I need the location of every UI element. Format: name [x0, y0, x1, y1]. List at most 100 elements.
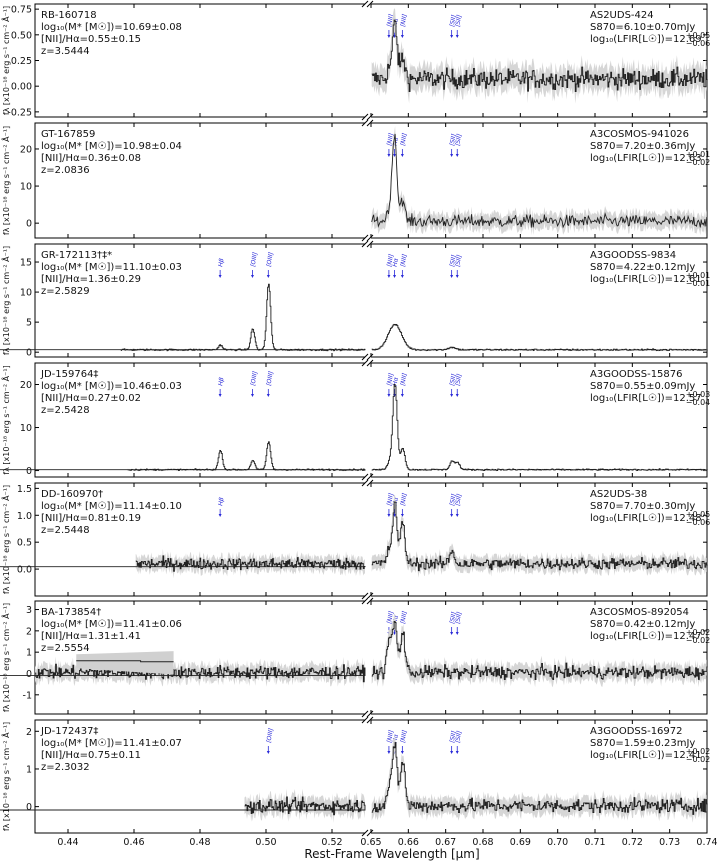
axis-break-mark [366, 0, 374, 8]
line-marker-label: [SII] [454, 373, 463, 387]
line-marker-head [266, 275, 270, 278]
line-marker-label: Hβ [217, 497, 225, 507]
x-axis-label: Rest-Frame Wavelength [μm] [304, 847, 479, 861]
fir-luminosity-upper: +0.01 [686, 150, 711, 159]
line-marker-head [266, 394, 270, 397]
axis-break-mark [366, 716, 374, 724]
y-tick-label: 10 [20, 423, 32, 434]
x-tick-label: 0.69 [510, 837, 531, 848]
y-tick-label: 1.5 [17, 484, 32, 495]
y-tick-label: 0 [26, 802, 32, 813]
line-marker-label: [SII] [449, 254, 458, 268]
fir-luminosity: log₁₀(LFIR[L☉])=12.57 [590, 393, 702, 404]
spectrum-line [371, 501, 708, 572]
y-tick-label: 3 [26, 605, 32, 616]
stellar-mass: log₁₀(M* [M☉])=11.14±0.10 [41, 501, 182, 512]
axis-break-gap [365, 717, 371, 723]
axis-break-mark [366, 234, 374, 242]
axis-break-mark [361, 234, 369, 242]
error-band [371, 494, 707, 578]
line-marker-label: [SII] [449, 611, 458, 625]
line-marker-label: [SII] [454, 254, 463, 268]
catalog-id: A3GOODSS-15876 [590, 369, 683, 380]
line-marker-head [387, 751, 391, 754]
axis-break-gap [365, 1, 371, 7]
line-marker-head [218, 514, 222, 517]
line-marker-head [450, 394, 454, 397]
axis-break-gap [365, 711, 371, 717]
line-marker-label: [NII] [399, 13, 408, 27]
y-tick-label: 0.00 [11, 82, 32, 93]
stellar-mass: log₁₀(M* [M☉])=11.10±0.03 [41, 262, 182, 273]
y-tick-label: 0 [26, 669, 32, 680]
nii-ratio: [NII]/Hα=1.31±1.41 [41, 631, 141, 642]
axis-break-mark [366, 240, 374, 248]
y-tick-label: 1.0 [17, 511, 32, 522]
x-tick-label: 0.52 [321, 837, 342, 848]
axis-break-mark [361, 710, 369, 718]
line-marker-label: [OIII] [265, 251, 275, 267]
y-tick-label: 0.75 [11, 5, 32, 16]
line-marker-head [455, 275, 459, 278]
axis-break-gap [365, 480, 371, 486]
catalog-id: AS2UDS-424 [590, 10, 654, 21]
line-marker-label: [OIII] [265, 370, 275, 386]
fir-luminosity-upper: +0.02 [686, 747, 711, 756]
x-tick-label: 0.74 [696, 837, 717, 848]
axis-break-mark [361, 359, 369, 367]
line-marker-head [250, 275, 254, 278]
redshift: z=3.5444 [41, 46, 90, 57]
line-marker-head [455, 632, 459, 635]
spectrum-line [0, 663, 366, 683]
spectrum-line [371, 323, 708, 351]
axis-break-gap [365, 114, 371, 120]
line-marker-label: Hα [392, 258, 400, 268]
line-marker-head [455, 514, 459, 517]
nii-ratio: [NII]/Hα=1.36±0.29 [41, 274, 141, 285]
line-marker-head [400, 275, 404, 278]
axis-break-mark [361, 716, 369, 724]
axis-break-mark [361, 473, 369, 481]
line-marker-head [400, 394, 404, 397]
line-marker-label: Hβ [217, 377, 225, 387]
y-tick-label: 0.5 [17, 538, 32, 549]
spectrum-line [371, 133, 708, 229]
fir-luminosity: log₁₀(LFIR[L☉])=12.63 [590, 153, 702, 164]
stellar-mass: log₁₀(M* [M☉])=11.41±0.07 [41, 738, 182, 749]
x-tick-label: 0.68 [472, 837, 493, 848]
line-marker-label: [NII] [399, 372, 408, 386]
line-marker-label: [SII] [449, 14, 458, 28]
stellar-mass: log₁₀(M* [M☉])=11.41±0.06 [41, 619, 182, 630]
catalog-id: A3GOODSS-9834 [590, 250, 676, 261]
line-marker-head [393, 514, 397, 517]
line-marker-head [218, 275, 222, 278]
fir-luminosity-lower: −0.06 [686, 39, 711, 48]
fir-luminosity: log₁₀(LFIR[L☉])=12.41 [590, 750, 702, 761]
line-marker-label: [OIII] [250, 370, 260, 386]
redshift: z=2.5554 [41, 643, 90, 654]
y-tick-label: 0.25 [11, 56, 32, 67]
fir-luminosity-lower: −0.02 [686, 755, 711, 764]
line-marker-label: [NII] [386, 729, 395, 743]
submm-flux: S870=0.55±0.09mJy [590, 381, 695, 392]
fir-luminosity-lower: −0.02 [686, 158, 711, 167]
axis-break-mark [366, 119, 374, 127]
line-marker-head [450, 35, 454, 38]
line-marker-head [455, 154, 459, 157]
axis-break-mark [361, 0, 369, 8]
line-marker-label: [NII] [386, 132, 395, 146]
line-marker-head [455, 35, 459, 38]
x-tick-label: 0.44 [57, 837, 78, 848]
axis-break-mark [366, 473, 374, 481]
submm-flux: S870=7.20±0.36mJy [590, 141, 695, 152]
axis-break-mark [366, 829, 374, 837]
line-marker-label: [SII] [449, 133, 458, 147]
y-tick-label: 0 [26, 348, 32, 359]
axis-break-gap [365, 241, 371, 247]
error-band [127, 441, 366, 472]
y-tick-label: 10 [20, 288, 32, 299]
galaxy-id: DD-160970† [41, 489, 103, 500]
x-tick-label: 0.73 [659, 837, 680, 848]
